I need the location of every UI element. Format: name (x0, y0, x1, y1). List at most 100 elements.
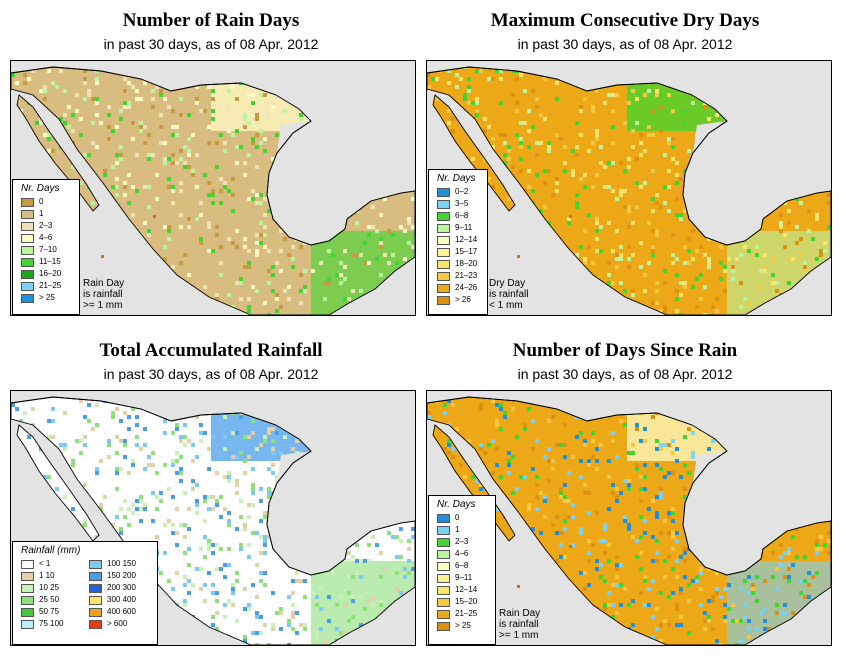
legend-label: 3–5 (455, 199, 469, 208)
legend-swatch (437, 562, 450, 571)
legend-swatch (89, 584, 102, 593)
gulf-of-mexico (683, 121, 831, 245)
legend-swatch (437, 200, 450, 209)
legend-label: 6–8 (455, 211, 469, 220)
days-since-rain-map[interactable]: Nr. Days 0 1 2–3 4–6 6–8 9–11 12–14 15–20 21–25 > … (426, 390, 832, 646)
legend-label: 0 (455, 513, 460, 522)
legend-label: < 1 (39, 559, 51, 568)
dry-days-map[interactable]: Nr. Days 0–2 3–5 6–8 9–11 12–14 15–17 18–20 21–2… (426, 60, 832, 316)
definition-note: Rain Day is rainfall >= 1 mm (499, 608, 540, 641)
legend-label: 1 10 (39, 571, 55, 580)
legend-swatch (437, 514, 450, 523)
gulf-of-mexico (267, 121, 415, 245)
gulf-coast (682, 450, 818, 576)
panel-3-title: Total Accumulated Rainfall (99, 340, 323, 361)
note-line: Rain Day (83, 278, 125, 289)
legend-swatch (21, 572, 34, 581)
legend-swatch (21, 246, 34, 255)
legend: Nr. Days 0 1 2–3 4–6 6–8 9–11 12–14 15–20 21–25 > … (428, 495, 496, 645)
legend-label: 10 25 (39, 583, 60, 592)
legend-swatch (89, 572, 102, 581)
legend-swatch (21, 234, 34, 243)
legend-swatch (437, 260, 450, 269)
legend-label: 9–11 (455, 223, 473, 232)
gulf-coast (682, 120, 818, 246)
gulf-coast (266, 450, 402, 576)
us-border (11, 396, 277, 426)
legend-label: 50 75 (39, 607, 60, 616)
baja-coastline (432, 424, 516, 542)
legend-swatch (437, 296, 450, 305)
legend-label: 300 400 (107, 595, 136, 604)
legend-swatch (21, 560, 34, 569)
legend-label: 0 (39, 197, 44, 206)
us-border (427, 396, 693, 426)
legend-title: Nr. Days (437, 173, 476, 184)
legend-label: 100 150 (107, 559, 136, 568)
legend-swatch (21, 584, 34, 593)
legend-label: 15–17 (455, 247, 478, 256)
legend-label: 15–20 (455, 597, 478, 606)
us-border (427, 66, 693, 96)
legend-swatch (21, 270, 34, 279)
legend-label: 21–23 (455, 271, 478, 280)
legend-label: 12–14 (455, 235, 478, 244)
note-line: < 1 mm (489, 300, 523, 311)
legend-label: 2–3 (455, 537, 469, 546)
legend-swatch (437, 224, 450, 233)
baja-coastline (432, 94, 516, 212)
legend-swatch (437, 586, 450, 595)
legend-swatch (437, 188, 450, 197)
legend-title: Nr. Days (437, 499, 476, 510)
legend-swatch (437, 610, 450, 619)
legend-label: 1 (455, 525, 460, 534)
legend-label: > 26 (455, 295, 471, 304)
legend-swatch (21, 282, 34, 291)
baja-coastline (16, 94, 100, 212)
legend-swatch (21, 222, 34, 231)
note-line: is rainfall (489, 289, 529, 300)
gulf-of-mexico (267, 451, 415, 575)
legend-label: 25 50 (39, 595, 60, 604)
legend-swatch (89, 560, 102, 569)
legend-label: > 600 (107, 619, 128, 628)
legend-label: 4–6 (455, 549, 469, 558)
legend-swatch (437, 538, 450, 547)
legend-label: 4–6 (39, 233, 53, 242)
note-line: Rain Day (499, 608, 541, 619)
legend-label: 6–8 (455, 561, 469, 570)
legend: Nr. Days 0–2 3–5 6–8 9–11 12–14 15–17 18–20 21–2… (428, 169, 488, 315)
rain-days-map[interactable]: Nr. Days 0 1 2–3 4–6 7–10 11–15 16–20 21–25 > 25 R… (10, 60, 416, 316)
panel-2-title: Maximum Consecutive Dry Days (490, 10, 760, 31)
rainfall-map[interactable]: Rainfall (mm) < 1 1 10 10 25 25 50 50 75 75 10… (10, 390, 416, 646)
legend-label: 0–2 (455, 187, 469, 196)
legend-swatch (89, 620, 102, 629)
legend: Rainfall (mm) < 1 1 10 10 25 25 50 50 75 75 10… (12, 541, 158, 645)
legend-swatch (437, 598, 450, 607)
island (517, 585, 520, 588)
legend-swatch (437, 236, 450, 245)
legend-swatch (21, 198, 34, 207)
legend-swatch (437, 550, 450, 559)
legend-label: 75 100 (39, 619, 64, 628)
legend-label: 24–26 (455, 283, 478, 292)
legend-swatch (21, 294, 34, 303)
legend-swatch (21, 258, 34, 267)
legend-swatch (437, 284, 450, 293)
panel-4-title: Number of Days Since Rain (512, 340, 738, 361)
legend-swatch (437, 248, 450, 257)
legend-swatch (21, 620, 34, 629)
legend-swatch (437, 272, 450, 281)
definition-note: Rain Day is rainfall >= 1 mm (83, 278, 124, 311)
legend-swatch (89, 608, 102, 617)
legend-swatch (21, 596, 34, 605)
legend-swatch (21, 210, 34, 219)
legend-swatch (437, 574, 450, 583)
legend-swatch (437, 622, 450, 631)
note-line: is rainfall (499, 619, 539, 630)
island (569, 545, 572, 548)
legend-label: 400 600 (107, 607, 136, 616)
legend-label: 21–25 (39, 281, 62, 290)
legend: Nr. Days 0 1 2–3 4–6 7–10 11–15 16–20 21–25 > 25 (12, 179, 80, 315)
island (101, 255, 104, 258)
